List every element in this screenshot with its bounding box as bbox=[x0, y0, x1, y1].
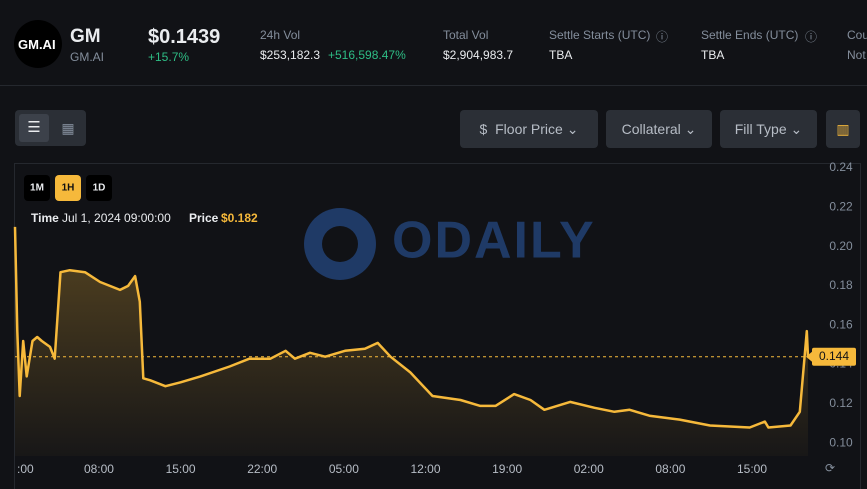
x-tick-label: 08:00 bbox=[84, 462, 114, 476]
stat-value: $2,904,983.7 bbox=[443, 48, 514, 62]
y-tick-label: 0.16 bbox=[829, 317, 853, 331]
stat-label: Settle Starts (UTC) bbox=[549, 28, 651, 42]
stat-label: Cou bbox=[847, 28, 867, 42]
stat-label: 24h Vol bbox=[260, 28, 301, 42]
info-icon: ⓘ bbox=[805, 30, 818, 44]
tooltip-time: Jul 1, 2024 09:00:00 bbox=[62, 211, 171, 225]
watermark-logo-inner bbox=[322, 226, 358, 262]
interval-label: 1D bbox=[93, 183, 106, 194]
filter-label: Collateral bbox=[621, 121, 681, 137]
tooltip-price-label: Price bbox=[189, 211, 219, 225]
stat-label: Settle Ends (UTC) bbox=[701, 28, 799, 42]
stat-label: Total Vol bbox=[443, 28, 489, 42]
watermark: ODAILY bbox=[392, 212, 596, 270]
collection-name: GM bbox=[70, 26, 101, 47]
x-tick-label: 22:00 bbox=[247, 462, 277, 476]
filter-button[interactable]: Collateral ⌄ bbox=[606, 110, 712, 148]
divider bbox=[0, 85, 867, 86]
x-tick-label: 19:00 bbox=[492, 462, 522, 476]
interval-label: 1H bbox=[62, 183, 75, 194]
filter-label: Fill Type bbox=[734, 121, 787, 137]
filter-button[interactable]: $ Floor Price ⌄ bbox=[460, 110, 598, 148]
interval-button[interactable] bbox=[86, 175, 112, 201]
x-tick-label: 12:00 bbox=[410, 462, 440, 476]
stat-value: Not bbox=[847, 48, 866, 62]
y-tick-label: 0.20 bbox=[829, 239, 853, 253]
stat-value: $253,182.3 bbox=[260, 48, 321, 62]
stat-extra: +516,598.47% bbox=[328, 48, 406, 62]
logo: GM.AI bbox=[14, 20, 62, 68]
interval-label: 1M bbox=[30, 183, 44, 194]
info-icon: ⓘ bbox=[656, 30, 669, 44]
x-tick-label: 02:00 bbox=[574, 462, 604, 476]
grid-view[interactable]: ▦ bbox=[61, 120, 75, 136]
y-tick-label: 0.24 bbox=[829, 160, 853, 174]
interval-button[interactable] bbox=[55, 175, 81, 201]
current-price-tag bbox=[812, 347, 856, 366]
price-line bbox=[13, 226, 810, 429]
x-tick-label: 15:00 bbox=[737, 462, 767, 476]
x-tick-label: 15:00 bbox=[166, 462, 196, 476]
current-price-arrow bbox=[806, 351, 812, 362]
y-tick-label: 0.12 bbox=[829, 396, 853, 410]
list-view[interactable]: ☰ bbox=[19, 114, 49, 142]
y-tick-label: 0.22 bbox=[829, 199, 853, 213]
view-toggle[interactable]: ☰ ▦ bbox=[15, 110, 86, 146]
current-price-label: 0.144 bbox=[819, 349, 849, 363]
filter-label: Floor Price bbox=[495, 121, 563, 137]
y-tick-label: 0.18 bbox=[829, 278, 853, 292]
price: $0.1439 bbox=[148, 26, 221, 48]
x-tick-label: :00 bbox=[17, 462, 34, 476]
stat-value: TBA bbox=[549, 48, 573, 62]
filter-button[interactable]: Fill Type ⌄ bbox=[720, 110, 817, 148]
price-change: +15.7% bbox=[148, 50, 190, 64]
tooltip-price: $0.182 bbox=[221, 211, 258, 225]
refresh-icon: ⟳ bbox=[825, 461, 835, 475]
y-tick-label: 0.14 bbox=[829, 357, 853, 371]
y-tick-label: 0.10 bbox=[829, 435, 853, 449]
area bbox=[15, 226, 808, 456]
interval-button[interactable] bbox=[24, 175, 50, 201]
chart-panel bbox=[14, 163, 861, 489]
logo-text: GM.AI bbox=[18, 37, 56, 52]
x-tick-label: 05:00 bbox=[329, 462, 359, 476]
collection-sub: GM.AI bbox=[70, 50, 105, 64]
tooltip-time-label: Time bbox=[31, 211, 59, 225]
x-tick-label: 08:00 bbox=[655, 462, 685, 476]
watermark-logo bbox=[304, 208, 376, 280]
chart-toggle[interactable]: ▥ bbox=[826, 110, 860, 148]
stat-value: TBA bbox=[701, 48, 725, 62]
